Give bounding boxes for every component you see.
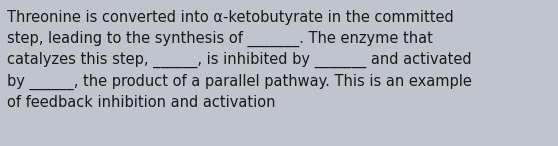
Text: Threonine is converted into α-ketobutyrate in the committed
step, leading to the: Threonine is converted into α-ketobutyra… bbox=[7, 10, 472, 110]
